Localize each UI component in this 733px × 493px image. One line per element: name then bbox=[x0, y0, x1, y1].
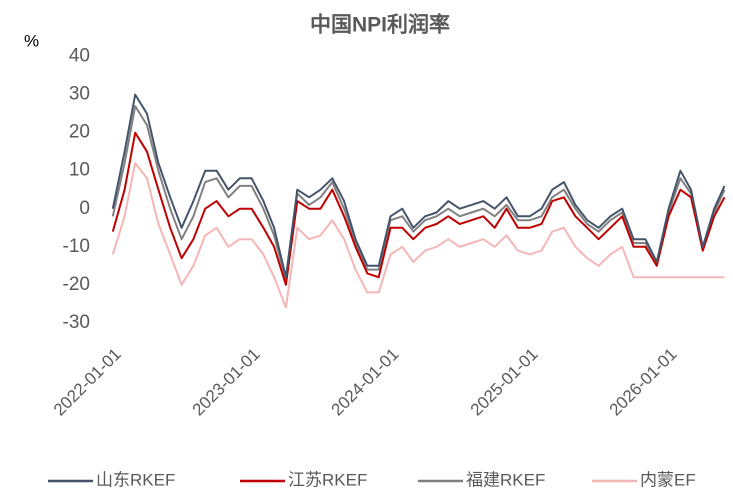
legend-label: 福建RKEF bbox=[466, 470, 545, 489]
y-tick-label: -10 bbox=[63, 236, 90, 257]
y-tick-label: 30 bbox=[69, 84, 90, 105]
y-unit-label: % bbox=[24, 31, 39, 50]
chart-title: 中国NPI利润率 bbox=[310, 13, 450, 37]
x-tick-label: 2026-01-01 bbox=[606, 345, 681, 420]
series-line bbox=[111, 93, 726, 279]
y-tick-label: 40 bbox=[69, 46, 90, 67]
x-tick-label: 2022-01-01 bbox=[50, 345, 125, 420]
legend-label: 江苏RKEF bbox=[288, 470, 367, 489]
series-line bbox=[111, 131, 726, 286]
legend-label: 内蒙EF bbox=[640, 470, 696, 489]
y-tick-label: -30 bbox=[63, 312, 90, 333]
y-tick-label: 20 bbox=[69, 122, 90, 143]
legend-label: 山东RKEF bbox=[96, 470, 175, 489]
x-tick-label: 2023-01-01 bbox=[189, 345, 264, 420]
x-tick-label: 2025-01-01 bbox=[467, 345, 542, 420]
series-line bbox=[111, 162, 725, 309]
x-tick-label: 2024-01-01 bbox=[328, 345, 403, 420]
y-tick-label: 0 bbox=[79, 198, 90, 219]
series-line bbox=[111, 105, 726, 282]
y-tick-label: 10 bbox=[69, 160, 90, 181]
y-tick-label: -20 bbox=[63, 274, 90, 295]
